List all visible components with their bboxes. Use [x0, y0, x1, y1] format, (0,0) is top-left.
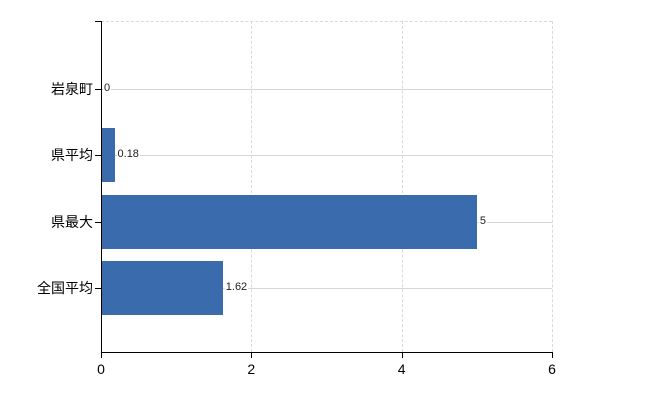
bar-value-label: 5: [478, 214, 487, 229]
category-label: 岩泉町: [51, 81, 93, 97]
category-label: 県平均: [51, 147, 93, 163]
bar-value-label: 0.18: [116, 147, 140, 162]
bar: [101, 261, 223, 315]
y-axis-tick: [95, 155, 101, 156]
y-axis-top-tick: [95, 21, 101, 22]
bar-value-label: 1.62: [224, 280, 249, 295]
x-tick-label: 4: [397, 361, 406, 377]
bar: [101, 128, 115, 182]
category-gridline: [101, 89, 552, 90]
bar-value-label: 0: [103, 81, 112, 96]
x-axis-tick: [251, 352, 253, 358]
category-label: 全国平均: [37, 280, 93, 296]
x-tick-label: 2: [247, 361, 256, 377]
category-gridline: [101, 155, 552, 156]
x-axis-line: [101, 352, 552, 353]
y-axis-tick: [95, 222, 101, 223]
y-axis-tick: [95, 288, 101, 289]
y-axis-tick: [95, 89, 101, 90]
x-tick-label: 6: [548, 361, 556, 377]
category-label: 県最大: [51, 214, 93, 230]
x-axis-tick: [552, 352, 553, 358]
x-axis-tick: [101, 352, 102, 358]
category-gridline: [101, 288, 552, 289]
x-tick-label: 0: [97, 361, 105, 377]
vertical-gridline: [552, 21, 553, 352]
x-axis-tick: [401, 352, 403, 358]
plot-top-gridline: [101, 21, 552, 22]
bar: [101, 195, 477, 249]
vertical-gridline: [401, 21, 403, 352]
vertical-gridline: [251, 21, 253, 352]
y-axis-line: [101, 21, 102, 358]
